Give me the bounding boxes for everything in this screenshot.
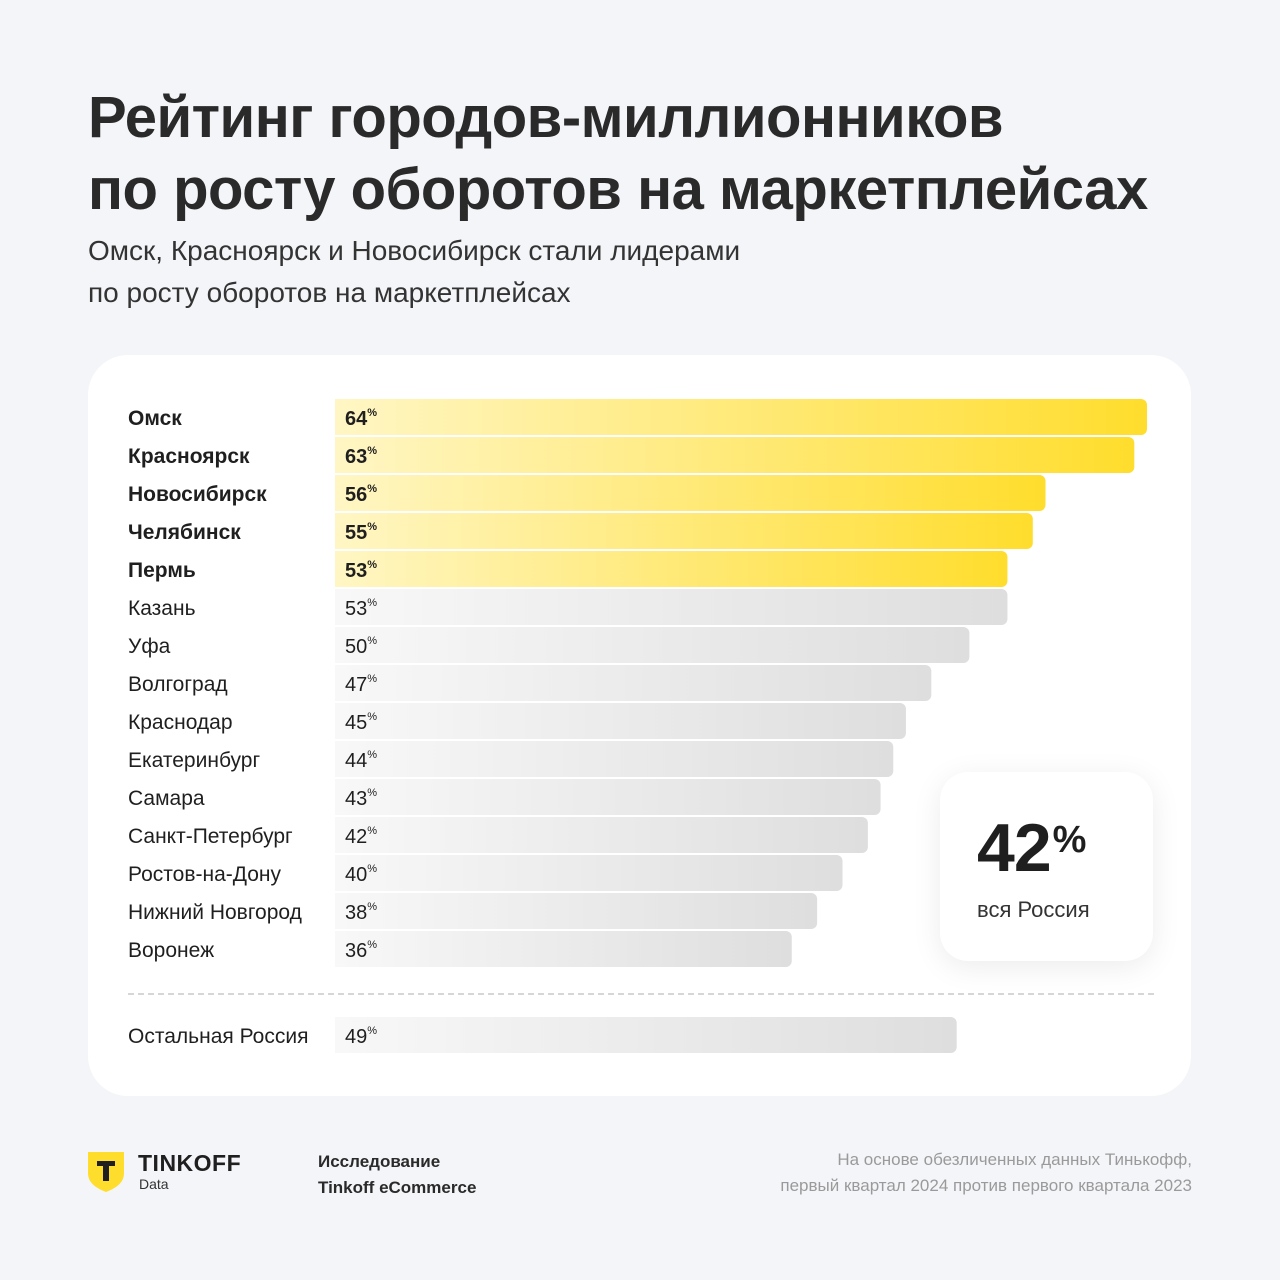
study-line-1: Исследование — [318, 1152, 441, 1171]
category-label: Уфа — [128, 635, 171, 658]
stat-label: вся Россия — [977, 897, 1090, 922]
bar-left-edge — [335, 475, 345, 511]
bar — [335, 779, 881, 815]
source-note-line-1: На основе обезличенных данных Тинькофф, — [837, 1150, 1192, 1169]
bar — [335, 475, 1046, 511]
chart-card: Омск 64% Красноярск 63% Новосибирск 56% Челяби… — [88, 355, 1191, 1096]
category-label: Нижний Новгород — [128, 901, 302, 924]
category-label: Ростов-на-Дону — [128, 863, 281, 886]
bar-left-edge — [335, 513, 345, 549]
bar-chart: Омск 64%Красноярск 63%Новосибирск 56%Челяби… — [128, 399, 1147, 1053]
bar-left-edge — [335, 893, 345, 929]
bar-left-edge — [335, 589, 345, 625]
category-label: Воронеж — [128, 939, 214, 962]
bar-left-edge — [335, 1017, 345, 1053]
bar-left-edge — [335, 551, 345, 587]
study-credit: Исследование Tinkoff eCommerce — [318, 1149, 476, 1201]
category-label: Новосибирск — [128, 483, 267, 506]
logo-sub: Data — [139, 1176, 169, 1192]
page-title: Рейтинг городов-миллионников по росту об… — [88, 82, 1208, 226]
bar — [335, 741, 894, 777]
study-line-2: Tinkoff eCommerce — [318, 1178, 477, 1197]
bar — [335, 703, 906, 739]
page-subtitle: Омск, Красноярск и Новосибирск стали лид… — [88, 230, 1088, 314]
category-label: Челябинск — [128, 521, 241, 544]
bar — [335, 817, 868, 853]
bar — [335, 665, 932, 701]
category-label: Казань — [128, 597, 196, 620]
bar — [335, 627, 970, 663]
bar-left-edge — [335, 855, 345, 891]
bar — [335, 513, 1033, 549]
bar — [335, 589, 1008, 625]
category-label: Остальная Россия — [128, 1025, 308, 1048]
bar-left-edge — [335, 779, 345, 815]
category-label: Санкт-Петербург — [128, 825, 293, 848]
bar-left-edge — [335, 741, 345, 777]
tinkoff-logo: TINKOFF Data — [88, 1150, 288, 1200]
bar-left-edge — [335, 665, 345, 701]
category-label: Самара — [128, 787, 205, 810]
logo-name: TINKOFF — [138, 1150, 242, 1176]
source-note: На основе обезличенных данных Тинькофф, … — [780, 1147, 1192, 1199]
stat-number: 42 — [977, 810, 1052, 886]
bar — [335, 893, 818, 929]
bar-left-edge — [335, 931, 345, 967]
category-label: Омск — [128, 407, 182, 430]
bar — [335, 399, 1147, 435]
category-label: Екатеринбург — [128, 749, 260, 772]
bar-left-edge — [335, 817, 345, 853]
subtitle-line-2: по росту оборотов на маркетплейсах — [88, 277, 571, 308]
tinkoff-shield-icon — [88, 1152, 124, 1192]
category-label: Пермь — [128, 559, 196, 582]
stat-card: 42% вся Россия — [940, 772, 1153, 961]
category-label: Красноярск — [128, 445, 250, 468]
category-label: Краснодар — [128, 711, 233, 734]
title-line-1: Рейтинг городов-миллионников — [88, 85, 1004, 150]
stat-unit: % — [1052, 819, 1087, 861]
stat-value: 42% — [977, 808, 1087, 888]
bar — [335, 855, 843, 891]
bar — [335, 1017, 957, 1053]
bar-left-edge — [335, 627, 345, 663]
title-line-2: по росту оборотов на маркетплейсах — [88, 157, 1148, 222]
bar-left-edge — [335, 399, 345, 435]
bar-left-edge — [335, 703, 345, 739]
bar-left-edge — [335, 437, 345, 473]
bar — [335, 931, 792, 967]
category-label: Волгоград — [128, 673, 228, 696]
bar — [335, 551, 1008, 587]
subtitle-line-1: Омск, Красноярск и Новосибирск стали лид… — [88, 235, 741, 266]
bar — [335, 437, 1135, 473]
source-note-line-2: первый квартал 2024 против первого кварт… — [780, 1176, 1192, 1195]
dashed-divider — [128, 993, 1154, 995]
